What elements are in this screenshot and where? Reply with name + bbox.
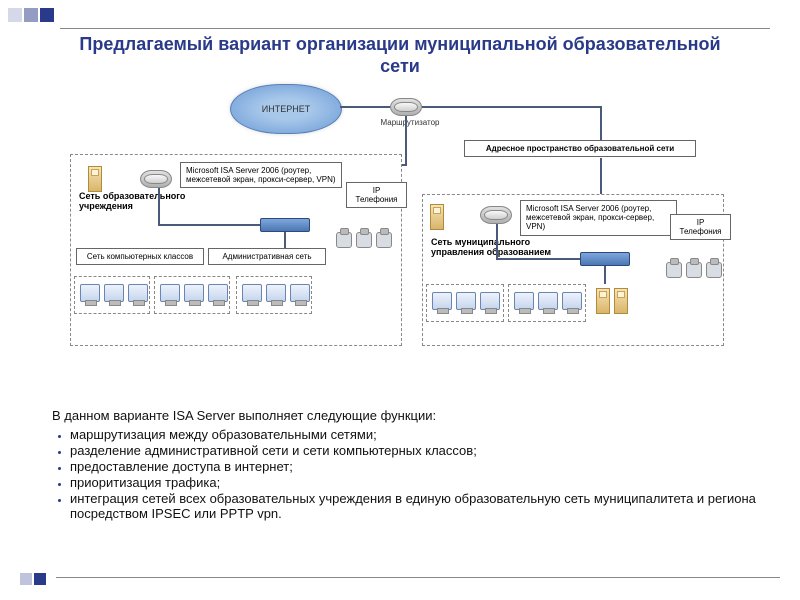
bullet-list: маршрутизация между образовательными сет…: [52, 426, 760, 522]
edge-right-down: [600, 106, 602, 142]
right-phones: [664, 262, 724, 283]
edge-router-right: [422, 106, 602, 108]
internet-cloud: ИНТЕРНЕТ: [230, 84, 342, 134]
left-ipphone-box: IP Телефония: [346, 182, 407, 208]
left-router-switch-h: [158, 224, 260, 226]
bullet-item: интеграция сетей всех образовательных уч…: [70, 491, 760, 521]
right-router-switch-h: [496, 258, 580, 260]
left-sub-admin: Административная сеть: [208, 248, 326, 265]
edge-cloud-router: [340, 106, 390, 108]
right-ipphone-box: IP Телефония: [670, 214, 731, 240]
main-router-icon: [390, 98, 422, 116]
left-router-icon: [140, 170, 172, 188]
right-switch-icon: [580, 252, 630, 266]
left-switch-icon: [260, 218, 310, 232]
left-phones: [334, 232, 394, 253]
right-extra-server-1: [596, 288, 610, 314]
right-router-switch: [496, 224, 498, 258]
rule-bottom: [56, 577, 780, 578]
right-pcs-1-row: [430, 292, 502, 315]
decor-squares-bottom: [20, 572, 48, 590]
bullet-item: разделение административной сети и сети …: [70, 443, 760, 458]
left-pcs-1-row: [78, 284, 150, 307]
left-pcs-3-row: [240, 284, 312, 307]
cloud-label: ИНТЕРНЕТ: [262, 104, 310, 114]
bullet-item: маршрутизация между образовательными сет…: [70, 427, 760, 442]
right-isa-box: Microsoft ISA Server 2006 (роутер, межсе…: [520, 200, 677, 236]
left-server-icon: [88, 166, 102, 192]
left-network-title: Сеть образовательного учреждения: [75, 189, 203, 213]
left-router-switch: [158, 188, 160, 224]
right-network-title: Сеть муниципального управления образован…: [427, 235, 585, 259]
right-router-icon: [480, 206, 512, 224]
address-space-box: Адресное пространство образовательной се…: [464, 140, 696, 157]
bullet-item: предоставление доступа в интернет;: [70, 459, 760, 474]
page-title: Предлагаемый вариант организации муницип…: [60, 34, 740, 77]
edge-down-left: [405, 116, 407, 166]
network-diagram: ИНТЕРНЕТ Маршрутизатор Адресное простран…: [70, 84, 730, 394]
bullet-item: приоритизация трафика;: [70, 475, 760, 490]
body-heading: В данном варианте ISA Server выполняет с…: [52, 408, 436, 423]
main-router-label: Маршрутизатор: [370, 118, 450, 127]
rule-top: [60, 28, 770, 29]
right-switch-down: [604, 266, 606, 284]
right-server-icon: [430, 204, 444, 230]
left-pcs-2-row: [158, 284, 230, 307]
decor-squares-top: [8, 8, 56, 27]
left-sub-classes: Сеть компьютерных классов: [76, 248, 204, 265]
left-isa-box: Microsoft ISA Server 2006 (роутер, межсе…: [180, 162, 342, 188]
right-pcs-2-row: [512, 292, 584, 315]
right-extra-server-2: [614, 288, 628, 314]
left-switch-down: [284, 232, 286, 248]
